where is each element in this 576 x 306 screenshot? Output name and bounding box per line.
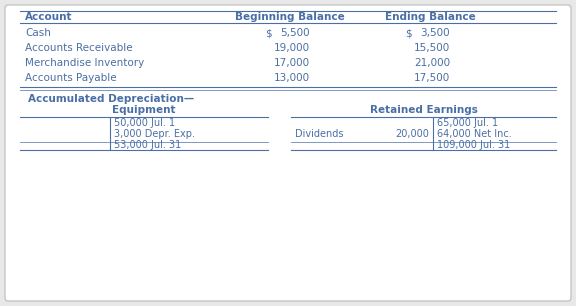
Text: 64,000 Net Inc.: 64,000 Net Inc. [437,129,511,139]
Text: 17,000: 17,000 [274,58,310,68]
Text: Account: Account [25,12,73,22]
Text: 53,000 Jul. 31: 53,000 Jul. 31 [114,140,181,150]
Text: 50,000 Jul. 1: 50,000 Jul. 1 [114,118,175,128]
Text: 21,000: 21,000 [414,58,450,68]
Text: 3,500: 3,500 [420,28,450,38]
Text: 17,500: 17,500 [414,73,450,83]
Text: Cash: Cash [25,28,51,38]
Text: 20,000: 20,000 [395,129,429,139]
Text: Accounts Payable: Accounts Payable [25,73,116,83]
Text: Accumulated Depreciation—: Accumulated Depreciation— [28,94,194,104]
Text: 19,000: 19,000 [274,43,310,53]
Text: 5,500: 5,500 [281,28,310,38]
Text: $: $ [405,28,412,38]
Text: Accounts Receivable: Accounts Receivable [25,43,132,53]
Text: 15,500: 15,500 [414,43,450,53]
Text: $: $ [265,28,272,38]
Text: Retained Earnings: Retained Earnings [370,105,478,115]
Text: Dividends: Dividends [295,129,343,139]
Text: 109,000 Jul. 31: 109,000 Jul. 31 [437,140,510,150]
Text: 3,000 Depr. Exp.: 3,000 Depr. Exp. [114,129,195,139]
Text: Beginning Balance: Beginning Balance [235,12,345,22]
Text: Ending Balance: Ending Balance [385,12,475,22]
Text: 13,000: 13,000 [274,73,310,83]
Text: Merchandise Inventory: Merchandise Inventory [25,58,144,68]
Text: 65,000 Jul. 1: 65,000 Jul. 1 [437,118,498,128]
FancyBboxPatch shape [5,5,571,301]
Text: Equipment: Equipment [112,105,176,115]
